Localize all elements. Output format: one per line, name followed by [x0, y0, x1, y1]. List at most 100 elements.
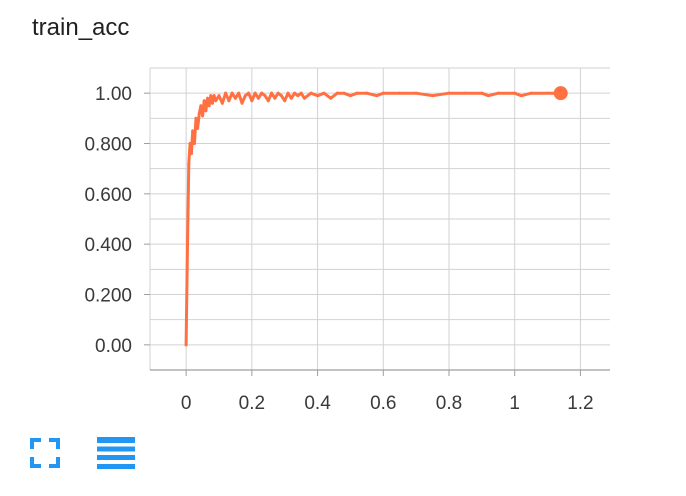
data-point: [198, 112, 201, 115]
data-point: [195, 117, 198, 120]
data-point: [260, 92, 263, 95]
fullscreen-icon: [30, 438, 60, 468]
data-point: [237, 92, 240, 95]
data-point: [365, 92, 368, 95]
data-point: [530, 92, 533, 95]
data-point: [290, 97, 293, 100]
data-point: [203, 99, 206, 102]
data-point: [209, 94, 212, 97]
data-point: [234, 97, 237, 100]
data-point: [296, 94, 299, 97]
x-tick-label: 0.6: [370, 393, 396, 414]
fullscreen-corner-br: [49, 457, 58, 466]
x-tick-label: 0.4: [304, 393, 331, 414]
data-point: [190, 152, 193, 155]
fullscreen-corner-tr: [49, 440, 58, 449]
data-point: [211, 102, 214, 105]
data-point: [204, 109, 207, 112]
data-point: [293, 92, 296, 95]
data-point: [189, 142, 192, 145]
data-point: [287, 92, 290, 95]
data-point: [546, 92, 549, 95]
grid: [150, 68, 610, 370]
data-point: [218, 94, 221, 97]
data-point: [375, 94, 378, 97]
x-tick-label: 0: [181, 393, 192, 414]
x-tick-label: 0.8: [436, 393, 462, 414]
data-point: [303, 97, 306, 100]
y-tick-label: 0.600: [84, 185, 132, 206]
data-point: [254, 92, 257, 95]
data-point: [310, 92, 313, 95]
data-point: [277, 92, 280, 95]
data-point: [336, 92, 339, 95]
list-line: [97, 437, 135, 443]
data-point: [201, 114, 204, 117]
data-point: [464, 92, 467, 95]
data-point: [431, 94, 434, 97]
data-point: [199, 104, 202, 107]
list-line: [97, 455, 135, 460]
data-point: [250, 99, 253, 102]
tick-labels: 0.00 0.200 0.400 0.600 0.800 1.00 0 0.2 0.4 0.6 0.…: [84, 84, 593, 414]
data-point: [316, 94, 319, 97]
y-tick-label: 0.800: [84, 135, 132, 156]
y-tick-label: 0.200: [84, 286, 132, 307]
data-point: [497, 92, 500, 95]
axes: [144, 93, 610, 376]
data-point: [300, 92, 303, 95]
data-point: [206, 97, 209, 100]
y-tick-label: 1.00: [95, 84, 132, 105]
fullscreen-corner-tl: [32, 440, 41, 449]
fullscreen-button[interactable]: [30, 438, 60, 468]
data-point: [448, 92, 451, 95]
x-tick-label: 0.2: [239, 393, 265, 414]
data-point: [520, 94, 523, 97]
data-point: [257, 97, 260, 100]
data-point: [513, 92, 516, 95]
data-point: [480, 92, 483, 95]
list-line: [97, 447, 135, 452]
data-point: [224, 92, 227, 95]
fullscreen-corner-bl: [32, 457, 41, 466]
data-point: [283, 99, 286, 102]
data-point: [342, 92, 345, 95]
data-point: [356, 92, 359, 95]
data-point: [247, 92, 250, 95]
data-point: [244, 94, 247, 97]
show-data-button[interactable]: [97, 437, 135, 471]
data-point: [382, 92, 385, 95]
data-point: [221, 102, 224, 105]
data-point: [227, 99, 230, 102]
data-point: [208, 104, 211, 107]
data-point: [349, 94, 352, 97]
y-tick-label: 0.400: [84, 235, 132, 256]
data-point: [398, 92, 401, 95]
data-point: [187, 162, 190, 165]
y-tick-label: 0.00: [95, 336, 132, 357]
data-point: [213, 94, 216, 97]
data-point: [186, 243, 189, 246]
data-point: [329, 97, 332, 100]
data-point: [241, 102, 244, 105]
data-point: [280, 94, 283, 97]
data-point: [323, 92, 326, 95]
data-point: [273, 97, 276, 100]
data-point: [196, 127, 199, 130]
data-point: [193, 142, 196, 145]
data-point: [231, 92, 234, 95]
data-point: [191, 129, 194, 132]
data-point: [214, 99, 217, 102]
data-point: [487, 94, 490, 97]
data-point: [264, 94, 267, 97]
x-tick-label: 1.2: [567, 393, 593, 414]
last-data-point: [554, 86, 568, 100]
data-point: [415, 92, 418, 95]
data-point: [185, 343, 188, 346]
list-lines-icon: [97, 437, 135, 471]
data-point: [267, 99, 270, 102]
series-layer: [185, 86, 568, 346]
list-line: [97, 464, 135, 469]
